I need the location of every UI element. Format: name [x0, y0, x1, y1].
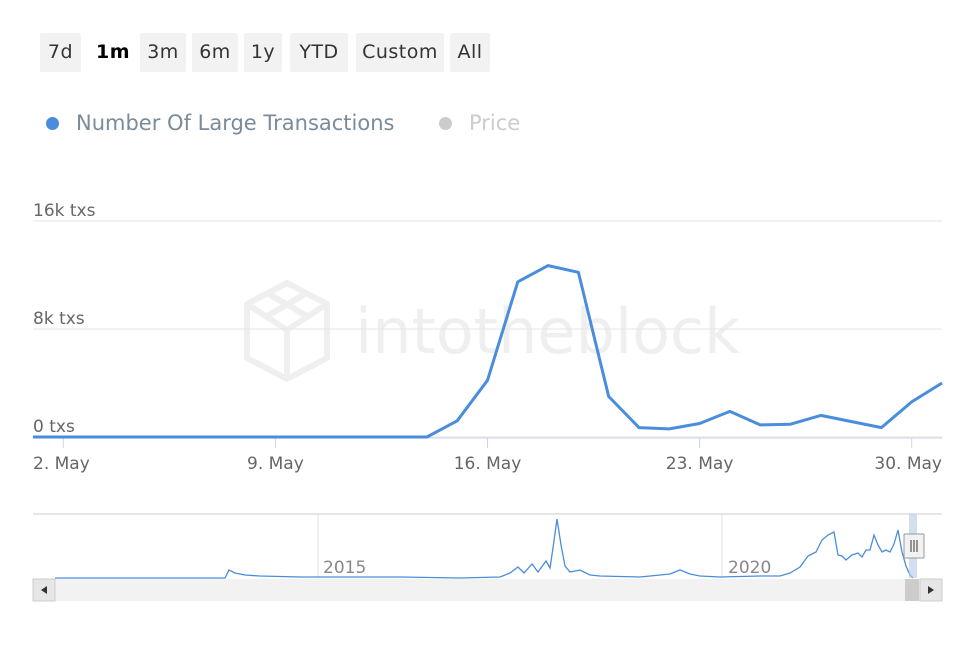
range-button-all[interactable]: All	[450, 33, 490, 72]
data-point[interactable]	[576, 270, 580, 274]
data-point[interactable]	[789, 422, 793, 426]
x-tick-label: 16. May	[454, 454, 522, 474]
range-button-3m[interactable]: 3m	[140, 33, 186, 72]
legend-label-large-transactions: Number Of Large Transactions	[76, 111, 395, 135]
data-point[interactable]	[728, 409, 732, 413]
arrow-right-icon	[928, 586, 934, 594]
data-point[interactable]	[273, 435, 277, 439]
x-tick-label: 2. May	[33, 454, 90, 474]
data-point[interactable]	[183, 435, 187, 439]
range-button-6m[interactable]: 6m	[192, 33, 238, 72]
data-point[interactable]	[122, 435, 126, 439]
legend-dot-large-transactions	[46, 117, 59, 130]
watermark-logo-icon	[244, 280, 330, 382]
data-point[interactable]	[304, 435, 308, 439]
watermark-text: intotheblock	[355, 295, 740, 368]
x-tick-label: 9. May	[247, 454, 304, 474]
data-point[interactable]	[879, 426, 883, 430]
navigator-label-2015: 2015	[323, 558, 366, 578]
arrow-left-icon	[41, 586, 47, 594]
data-point[interactable]	[243, 435, 247, 439]
data-point[interactable]	[92, 435, 96, 439]
navigator-scrollbar-thumb[interactable]	[905, 579, 919, 601]
data-point[interactable]	[607, 395, 611, 399]
data-point[interactable]	[364, 435, 368, 439]
data-point[interactable]	[486, 378, 490, 382]
navigator-series	[55, 518, 914, 579]
range-button-7d[interactable]: 7d	[40, 33, 81, 72]
y-tick-label: 16k txs	[33, 201, 96, 221]
watermark: intotheblock	[244, 280, 740, 382]
data-point[interactable]	[637, 426, 641, 430]
data-point[interactable]	[152, 435, 156, 439]
data-point[interactable]	[395, 435, 399, 439]
range-button-ytd[interactable]: YTD	[290, 33, 348, 72]
range-button-1y[interactable]: 1y	[244, 33, 282, 72]
data-point[interactable]	[213, 435, 217, 439]
series-line-large-transactions[interactable]	[33, 264, 943, 439]
y-tick-label: 8k txs	[33, 309, 85, 329]
chart-grid	[33, 220, 942, 438]
navigator-handle[interactable]	[903, 533, 925, 559]
series-layer	[31, 264, 944, 439]
data-point[interactable]	[910, 400, 914, 404]
x-tick-label: 30. May	[874, 454, 942, 474]
data-point[interactable]	[546, 264, 550, 268]
legend-label-price: Price	[469, 111, 521, 135]
navigator-scrollbar-track[interactable]	[33, 579, 942, 601]
navigator[interactable]: 2015 2020	[32, 513, 943, 602]
data-point[interactable]	[758, 423, 762, 427]
range-button-custom[interactable]: Custom	[356, 33, 444, 72]
x-tick-label: 23. May	[666, 454, 734, 474]
data-point[interactable]	[698, 422, 702, 426]
data-point[interactable]	[334, 435, 338, 439]
data-point[interactable]	[425, 435, 429, 439]
range-button-1m[interactable]: 1m	[90, 33, 136, 72]
data-point[interactable]	[819, 413, 823, 417]
data-point[interactable]	[516, 280, 520, 284]
data-point[interactable]	[849, 419, 853, 423]
legend-dot-price	[439, 117, 452, 130]
x-axis: 2. May 9. May 16. May 23. May 30. May	[33, 437, 942, 474]
navigator-label-2020: 2020	[728, 558, 771, 578]
data-point[interactable]	[31, 435, 35, 439]
data-point[interactable]	[455, 419, 459, 423]
y-tick-label: 0 txs	[33, 417, 75, 437]
y-axis: 0 txs 8k txs 16k txs	[33, 201, 96, 437]
data-point[interactable]	[940, 381, 944, 385]
data-point[interactable]	[667, 427, 671, 431]
data-point[interactable]	[61, 435, 65, 439]
